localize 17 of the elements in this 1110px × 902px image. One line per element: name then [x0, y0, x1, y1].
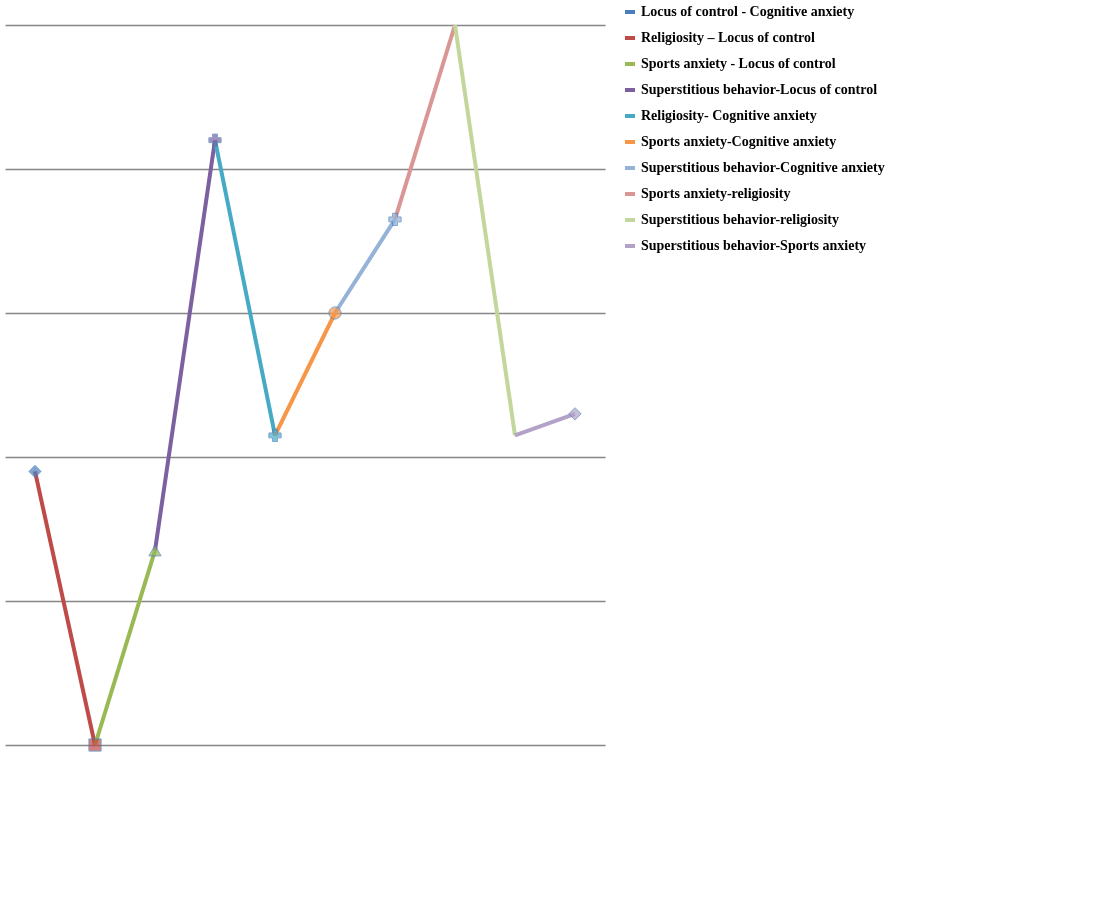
legend-label: Superstitious behavior-Cognitive anxiety	[641, 160, 885, 175]
point	[208, 133, 222, 147]
legend-label: Superstitious behavior-Sports anxiety	[641, 238, 867, 253]
legend-label: Superstitious behavior-religiosity	[641, 212, 839, 227]
legend-label: Superstitious behavior-Locus of control	[641, 82, 878, 97]
point	[568, 407, 582, 421]
point	[268, 428, 282, 443]
legend-label: Religiosity- Cognitive anxiety	[641, 108, 817, 123]
point	[28, 464, 42, 479]
legend-label: Sports anxiety - Locus of control	[641, 56, 836, 71]
legend-label: Locus of control - Cognitive anxiety	[641, 4, 855, 19]
legend-label: Religiosity – Locus of control	[641, 30, 816, 45]
point	[388, 212, 402, 227]
point	[88, 738, 102, 752]
legend-label: Sports anxiety-religiosity	[641, 186, 791, 201]
legend-label: Sports anxiety-Cognitive anxiety	[641, 134, 837, 149]
point	[328, 306, 342, 320]
